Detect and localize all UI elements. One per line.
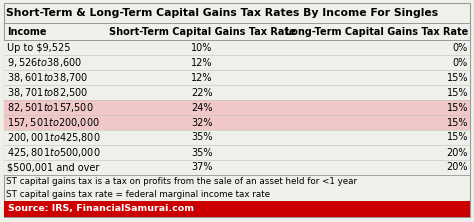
Text: 15%: 15% — [447, 133, 468, 143]
Bar — [4, 201, 470, 217]
Text: 15%: 15% — [447, 87, 468, 97]
Text: $82,501 to $157,500: $82,501 to $157,500 — [8, 101, 94, 114]
Text: 0%: 0% — [453, 42, 468, 52]
Text: $38,701 to $82,500: $38,701 to $82,500 — [8, 86, 89, 99]
Text: 20%: 20% — [447, 147, 468, 157]
Text: 37%: 37% — [191, 163, 213, 172]
Text: 24%: 24% — [191, 103, 213, 113]
Bar — [4, 100, 470, 115]
Text: 12%: 12% — [191, 57, 213, 67]
Text: Short-Term Capital Gains Tax Rate: Short-Term Capital Gains Tax Rate — [109, 26, 295, 36]
Text: Long-Term Capital Gains Tax Rate: Long-Term Capital Gains Tax Rate — [285, 26, 468, 36]
Bar — [4, 40, 470, 55]
Text: $157,501 to $200,000: $157,501 to $200,000 — [8, 116, 100, 129]
Text: 20%: 20% — [447, 163, 468, 172]
Text: ST capital gains tax is a tax on profits from the sale of an asset held for <1 y: ST capital gains tax is a tax on profits… — [6, 177, 357, 186]
Text: 32%: 32% — [191, 117, 213, 127]
Text: 0%: 0% — [453, 57, 468, 67]
Text: ST capital gains tax rate = federal marginal income tax rate: ST capital gains tax rate = federal marg… — [6, 190, 270, 199]
Text: 35%: 35% — [191, 147, 213, 157]
Text: Source: IRS, FinancialSamurai.com: Source: IRS, FinancialSamurai.com — [8, 204, 194, 214]
Text: 22%: 22% — [191, 87, 213, 97]
Text: 12%: 12% — [191, 73, 213, 83]
Text: 10%: 10% — [191, 42, 213, 52]
Text: Income: Income — [8, 26, 47, 36]
Text: $425,801 to $500,000: $425,801 to $500,000 — [8, 146, 101, 159]
Bar — [4, 130, 470, 145]
Bar — [4, 115, 470, 130]
Bar — [4, 70, 470, 85]
Text: $200,001 to $425,800: $200,001 to $425,800 — [8, 131, 101, 144]
Text: 15%: 15% — [447, 103, 468, 113]
Text: Up to $9,525: Up to $9,525 — [8, 42, 71, 52]
Text: $9,526 to $38,600: $9,526 to $38,600 — [8, 56, 82, 69]
Bar — [4, 145, 470, 160]
Bar — [4, 160, 470, 175]
Text: Short-Term & Long-Term Capital Gains Tax Rates By Income For Singles: Short-Term & Long-Term Capital Gains Tax… — [6, 8, 438, 18]
Text: 15%: 15% — [447, 117, 468, 127]
Bar — [4, 55, 470, 70]
Text: $500,001 and over: $500,001 and over — [8, 163, 100, 172]
Text: 35%: 35% — [191, 133, 213, 143]
Bar — [4, 85, 470, 100]
Text: 15%: 15% — [447, 73, 468, 83]
Text: $38,601 to $38,700: $38,601 to $38,700 — [8, 71, 89, 84]
